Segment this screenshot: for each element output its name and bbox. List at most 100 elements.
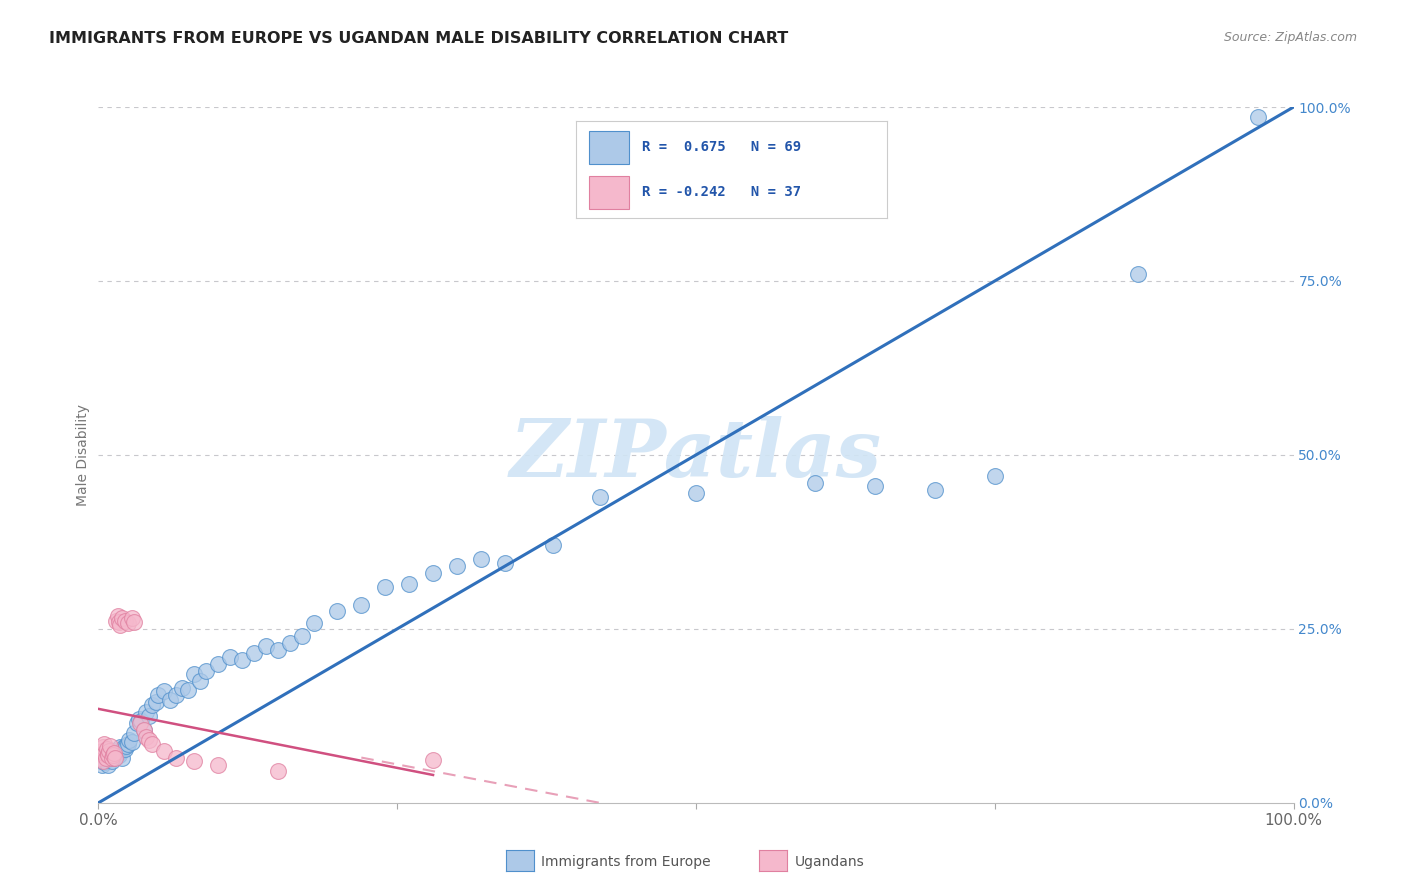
- Point: [374, 580, 396, 594]
- Point: [153, 684, 176, 698]
- Point: [153, 744, 176, 758]
- Point: [89, 750, 111, 764]
- Text: Source: ZipAtlas.com: Source: ZipAtlas.com: [1223, 31, 1357, 45]
- Point: [104, 746, 127, 760]
- Point: [183, 667, 205, 681]
- Point: [97, 757, 120, 772]
- Point: [107, 609, 129, 624]
- Point: [422, 753, 444, 767]
- Point: [108, 618, 131, 632]
- Point: [100, 750, 122, 764]
- Point: [254, 639, 277, 653]
- Point: [96, 741, 118, 756]
- Point: [219, 649, 242, 664]
- Point: [115, 739, 138, 753]
- Point: [101, 748, 124, 763]
- Point: [177, 683, 200, 698]
- Point: [326, 605, 349, 619]
- Point: [117, 737, 139, 751]
- Point: [91, 744, 114, 758]
- Point: [103, 748, 125, 763]
- Point: [96, 748, 118, 763]
- Point: [132, 723, 155, 737]
- Point: [105, 744, 128, 758]
- Point: [398, 576, 420, 591]
- Point: [243, 646, 266, 660]
- Point: [98, 747, 121, 761]
- Point: [183, 754, 205, 768]
- Point: [302, 616, 325, 631]
- Point: [231, 653, 253, 667]
- Point: [107, 747, 129, 761]
- Point: [141, 698, 163, 713]
- Point: [125, 715, 148, 730]
- Point: [91, 754, 114, 768]
- Point: [124, 726, 146, 740]
- Point: [93, 737, 115, 751]
- Point: [159, 693, 181, 707]
- Point: [114, 614, 136, 628]
- Point: [145, 695, 167, 709]
- Point: [195, 664, 218, 678]
- Point: [110, 744, 132, 758]
- Text: IMMIGRANTS FROM EUROPE VS UGANDAN MALE DISABILITY CORRELATION CHART: IMMIGRANTS FROM EUROPE VS UGANDAN MALE D…: [49, 31, 789, 46]
- Point: [98, 739, 122, 753]
- Point: [470, 552, 492, 566]
- Point: [121, 734, 143, 748]
- Point: [107, 615, 129, 629]
- Point: [135, 730, 157, 744]
- Point: [107, 748, 129, 763]
- Point: [138, 733, 160, 747]
- Point: [207, 657, 229, 671]
- Point: [114, 741, 136, 756]
- Point: [93, 756, 115, 770]
- Point: [111, 611, 134, 625]
- Point: [278, 636, 301, 650]
- Point: [132, 723, 155, 737]
- Point: [172, 681, 194, 695]
- Point: [138, 708, 160, 723]
- Point: [541, 538, 564, 552]
- Point: [91, 740, 114, 755]
- Text: Ugandans: Ugandans: [794, 855, 865, 869]
- Point: [98, 746, 122, 760]
- Point: [90, 754, 112, 768]
- Point: [124, 615, 146, 629]
- Point: [165, 750, 187, 764]
- Point: [267, 642, 290, 657]
- Point: [118, 733, 141, 747]
- Point: [94, 753, 117, 767]
- Point: [121, 611, 143, 625]
- Point: [91, 750, 114, 764]
- Point: [148, 688, 170, 702]
- Point: [103, 746, 125, 760]
- Point: [112, 740, 135, 755]
- Point: [350, 598, 373, 612]
- Point: [105, 614, 128, 628]
- Point: [141, 737, 163, 751]
- Point: [128, 712, 150, 726]
- Point: [129, 715, 152, 730]
- Point: [804, 475, 827, 490]
- Point: [108, 740, 131, 755]
- Text: Immigrants from Europe: Immigrants from Europe: [541, 855, 711, 869]
- Point: [165, 688, 187, 702]
- Point: [94, 750, 117, 764]
- Point: [865, 479, 887, 493]
- Point: [131, 714, 153, 728]
- Point: [188, 674, 211, 689]
- Point: [267, 764, 290, 779]
- Point: [104, 750, 127, 764]
- Point: [422, 566, 444, 581]
- Text: ZIPatlas: ZIPatlas: [510, 417, 882, 493]
- Point: [97, 748, 120, 763]
- Point: [117, 616, 139, 631]
- Point: [924, 483, 946, 497]
- Point: [589, 490, 612, 504]
- Point: [101, 750, 124, 764]
- Point: [90, 747, 112, 761]
- Point: [446, 559, 468, 574]
- Point: [135, 706, 157, 720]
- Point: [494, 556, 516, 570]
- Point: [93, 746, 115, 760]
